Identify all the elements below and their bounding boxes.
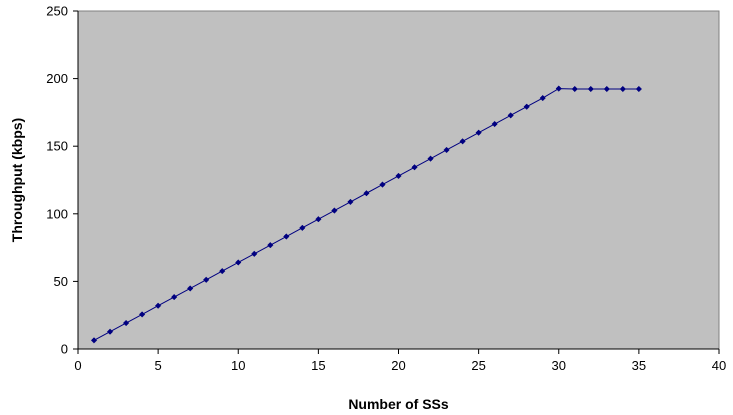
data-point xyxy=(90,337,98,344)
data-point xyxy=(491,120,498,128)
data-point xyxy=(315,216,322,223)
data-point xyxy=(219,267,226,275)
x-tick-label: 5 xyxy=(155,358,162,373)
data-point xyxy=(331,207,338,214)
data-point xyxy=(411,164,418,171)
y-tick-label: 0 xyxy=(61,342,68,357)
y-tick-label: 50 xyxy=(54,274,68,289)
data-point xyxy=(363,190,370,197)
data-point xyxy=(379,181,386,188)
data-point xyxy=(619,85,627,93)
data-point xyxy=(122,319,130,327)
data-point xyxy=(459,138,466,145)
data-point xyxy=(507,112,514,119)
data-point xyxy=(603,85,610,93)
data-point xyxy=(587,85,594,93)
data-point xyxy=(251,250,258,257)
data-point xyxy=(475,129,482,136)
y-tick-label: 200 xyxy=(46,71,68,86)
x-tick-label: 10 xyxy=(231,358,245,373)
data-point xyxy=(539,94,546,102)
x-tick-label: 20 xyxy=(391,358,405,373)
data-point xyxy=(187,285,194,292)
x-tick-label: 40 xyxy=(712,358,726,373)
data-point xyxy=(395,172,402,180)
y-tick-label: 150 xyxy=(46,139,68,154)
x-tick-label: 35 xyxy=(632,358,646,373)
data-point xyxy=(635,85,643,93)
data-point xyxy=(571,85,578,93)
data-point xyxy=(523,103,530,110)
plot-area xyxy=(77,10,720,350)
x-tick-label: 25 xyxy=(471,358,485,373)
data-point xyxy=(299,224,306,232)
series-layer xyxy=(90,85,643,344)
data-point xyxy=(170,293,178,301)
data-point xyxy=(154,302,162,309)
data-point xyxy=(267,242,274,249)
data-point xyxy=(347,198,354,206)
x-tick-label: 0 xyxy=(74,358,81,373)
x-tick-label: 15 xyxy=(311,358,325,373)
data-point xyxy=(203,276,210,283)
data-point xyxy=(235,259,242,266)
axis-ticks: 0 5 10 15 20 25 30 35 40 0 50 100 150 200 250 xyxy=(46,4,726,374)
data-point xyxy=(106,328,114,335)
data-point xyxy=(443,146,450,154)
y-tick-label: 250 xyxy=(46,4,68,19)
y-axis-title: Throughput (kbps) xyxy=(9,118,25,242)
x-axis-title: Number of SSs xyxy=(348,396,449,412)
data-point xyxy=(555,85,562,92)
y-tick-label: 100 xyxy=(46,206,68,221)
data-point xyxy=(138,311,146,318)
x-tick-label: 30 xyxy=(552,358,566,373)
data-point xyxy=(283,233,290,240)
data-point xyxy=(427,155,434,162)
